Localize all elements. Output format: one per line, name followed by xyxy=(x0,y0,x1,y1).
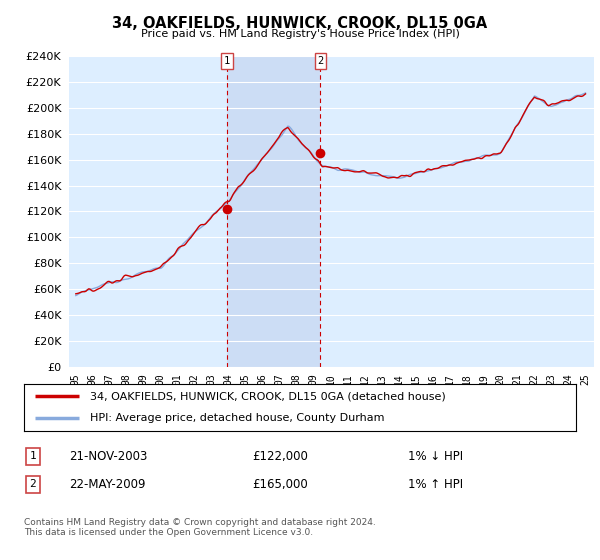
Text: Price paid vs. HM Land Registry's House Price Index (HPI): Price paid vs. HM Land Registry's House … xyxy=(140,29,460,39)
Text: 1: 1 xyxy=(224,56,230,66)
Text: 1% ↑ HPI: 1% ↑ HPI xyxy=(408,478,463,491)
Text: 2: 2 xyxy=(29,479,37,489)
Text: 1% ↓ HPI: 1% ↓ HPI xyxy=(408,450,463,463)
Text: £165,000: £165,000 xyxy=(252,478,308,491)
Text: 34, OAKFIELDS, HUNWICK, CROOK, DL15 0GA (detached house): 34, OAKFIELDS, HUNWICK, CROOK, DL15 0GA … xyxy=(90,391,446,402)
Text: Contains HM Land Registry data © Crown copyright and database right 2024.
This d: Contains HM Land Registry data © Crown c… xyxy=(24,518,376,538)
Text: 2: 2 xyxy=(317,56,323,66)
Text: 34, OAKFIELDS, HUNWICK, CROOK, DL15 0GA: 34, OAKFIELDS, HUNWICK, CROOK, DL15 0GA xyxy=(112,16,488,31)
Text: 21-NOV-2003: 21-NOV-2003 xyxy=(69,450,148,463)
Text: 1: 1 xyxy=(29,451,37,461)
Text: £122,000: £122,000 xyxy=(252,450,308,463)
Text: HPI: Average price, detached house, County Durham: HPI: Average price, detached house, Coun… xyxy=(90,413,385,423)
Bar xyxy=(227,56,320,367)
Text: 22-MAY-2009: 22-MAY-2009 xyxy=(69,478,146,491)
